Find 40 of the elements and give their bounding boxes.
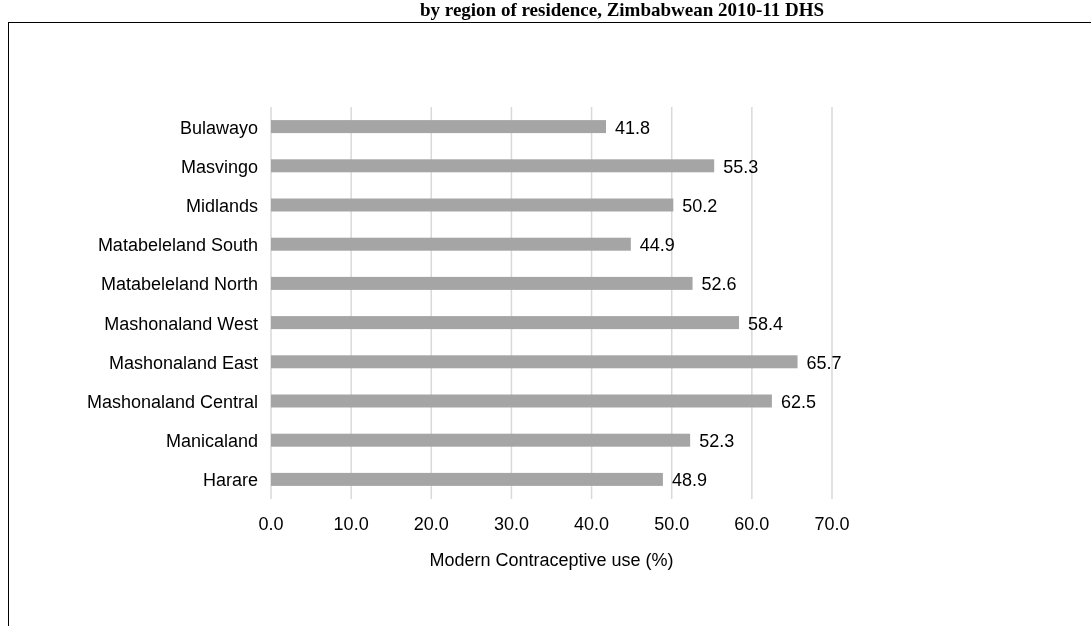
bar (271, 237, 631, 251)
data-label: 52.3 (699, 431, 735, 452)
data-label: 44.9 (639, 235, 675, 256)
y-tick-label: Matabeleland North (100, 274, 258, 295)
data-label: 48.9 (671, 470, 707, 491)
data-label: 55.3 (723, 156, 759, 177)
y-tick-label: Mashonaland West (104, 313, 258, 334)
y-tick-label: Midlands (185, 196, 258, 216)
x-tick-label: 70.0 (814, 514, 850, 534)
y-tick-label: Mashonaland East (108, 352, 258, 373)
x-tick-label: 50.0 (654, 514, 690, 534)
chart-title: by region of residence, Zimbabwean 2010-11 DHS (420, 0, 825, 20)
data-label: 52.6 (701, 274, 737, 295)
bar (271, 316, 740, 330)
y-tick-label: Manicaland (165, 431, 258, 452)
bar (271, 198, 674, 212)
data-label: 41.8 (615, 117, 651, 138)
y-tick-label: Bulawayo (179, 117, 258, 138)
bar (271, 394, 772, 408)
x-axis-title: Modern Contraceptive use (%) (429, 550, 674, 570)
y-tick-label: Masvingo (180, 156, 258, 177)
data-label: 65.7 (806, 352, 842, 373)
bar (271, 120, 606, 134)
y-tick-label: Harare (202, 470, 258, 491)
x-tick-label: 20.0 (413, 514, 449, 534)
bar (271, 159, 715, 173)
y-tick-label: Matabeleland South (97, 235, 258, 256)
x-tick-label: 30.0 (493, 514, 529, 534)
bar (271, 433, 691, 447)
x-tick-label: 10.0 (333, 514, 369, 534)
bar (271, 276, 693, 290)
bar (271, 355, 798, 369)
data-label: 62.5 (780, 392, 816, 412)
y-tick-label: Mashonaland Central (86, 392, 258, 412)
x-tick-label: 60.0 (734, 514, 770, 534)
data-label: 50.2 (682, 196, 718, 216)
bar (271, 472, 663, 486)
x-tick-label: 40.0 (574, 514, 610, 534)
data-label: 58.4 (748, 313, 784, 334)
x-tick-label: 0.0 (258, 514, 284, 534)
